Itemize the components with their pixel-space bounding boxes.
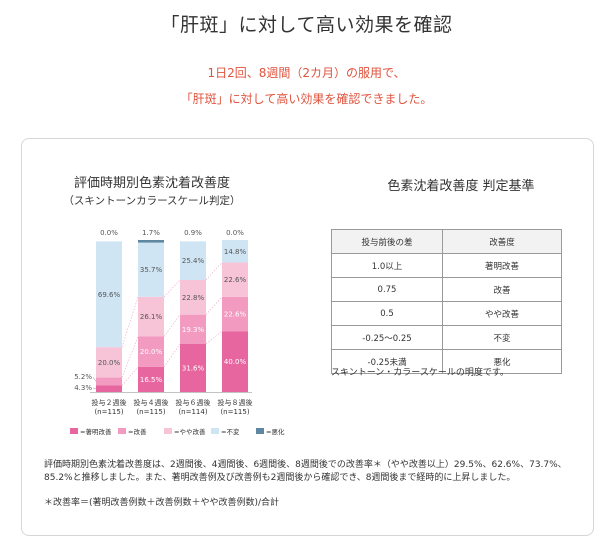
bar-segment (180, 279, 206, 315)
legend-label: =やや改善 (174, 427, 206, 436)
data-label: 16.5% (140, 376, 163, 384)
leader-line (92, 376, 97, 382)
criteria-title: 色素沈着改善度 判定基準 (387, 179, 535, 194)
legend-swatch (164, 428, 172, 434)
bar-segment (180, 314, 206, 344)
lead-text-line1: 1日2回、8週間（2カ月）の服用で、 (207, 66, 406, 80)
description-text: 評価時期別色素沈着改善度は、2週間後、4週間後、6週間後、8週間後での改善率＊（… (44, 460, 567, 483)
criteria-diff-cell: 1.0以上 (331, 253, 443, 278)
criteria-grade-cell: 悪化 (442, 349, 562, 374)
criteria-header-grade: 改善度 (442, 229, 562, 254)
criteria-diff-cell: -0.25未満 (331, 349, 443, 374)
bar-segment (138, 296, 164, 337)
bar-segment (222, 240, 248, 263)
data-label: 5.2% (74, 373, 92, 381)
criteria-grade-cell: 著明改善 (442, 253, 562, 278)
results-panel: 評価時期別色素沈着改善度 （スキントーンカラースケール判定） 4.3% 5.2% 2… (21, 138, 594, 536)
leader-line (92, 387, 97, 389)
category-label: 投与４週後 (134, 398, 169, 407)
chart-title: 評価時期別色素沈着改善度 (73, 176, 230, 191)
bar-segment (138, 242, 164, 297)
connector-line (205, 330, 223, 345)
data-label: 1.7% (142, 229, 160, 237)
bar-segment (222, 331, 248, 392)
bar-segment (180, 241, 206, 280)
legend-swatch (118, 428, 126, 434)
criteria-header-diff: 投与前後の差 (331, 229, 443, 254)
data-label: 19.3% (182, 326, 205, 334)
criteria-diff-cell: 0.5 (331, 301, 443, 326)
data-label: 0.0% (100, 229, 118, 237)
data-label: 40.0% (224, 358, 247, 366)
category-label: 投与６週後 (176, 398, 211, 407)
criteria-note: スキントーン・カラースケールの明度です。 (331, 368, 509, 378)
data-label: 25.4% (182, 257, 205, 265)
criteria-diff-cell: -0.25〜0.25 (331, 325, 443, 350)
connector-line (121, 296, 139, 348)
criteria-diff-cell: 0.75 (331, 277, 443, 302)
criteria-row: 0.75 改善 (331, 277, 562, 302)
connector-line (121, 366, 139, 386)
data-label: 35.7% (140, 266, 163, 274)
legend-swatch (70, 428, 78, 434)
bar-segment (96, 241, 122, 348)
bar-segment (222, 296, 248, 332)
criteria-header-row: 投与前後の差 改善度 (331, 229, 562, 254)
criteria-grade-cell: 改善 (442, 277, 562, 302)
category-n-label: (n=114) (178, 408, 207, 416)
category-label: 投与２週後 (92, 398, 127, 407)
category-label: 投与８週後 (218, 398, 253, 407)
data-label: 26.1% (140, 313, 163, 321)
connector-line (205, 296, 223, 315)
criteria-table: 投与前後の差 改善度 1.0以上 著明改善 0.75 改善 0.5 やや改善 -… (331, 229, 562, 374)
data-label: 22.8% (182, 294, 205, 302)
bar-segment (96, 385, 122, 392)
lead-text-line2: 「肝斑」に対して高い効果を確認できました。 (180, 92, 433, 106)
criteria-row: 0.5 やや改善 (331, 301, 562, 326)
connector-line (163, 343, 181, 368)
bar-segment (96, 377, 122, 386)
bar-segment (222, 262, 248, 297)
data-label: 69.6% (98, 291, 121, 299)
data-label: 4.3% (74, 384, 92, 392)
bar-segment (180, 343, 206, 392)
footnote-text: ＊改善率＝(著明改善例数＋改善例数＋やや改善例数)/合計 (44, 498, 280, 508)
connector-line (205, 262, 223, 281)
legend-swatch (211, 428, 219, 434)
category-n-label: (n=115) (136, 408, 165, 416)
data-label: 20.0% (140, 348, 163, 356)
data-label: 0.0% (226, 229, 244, 237)
connector-line (163, 314, 181, 337)
legend-label: =著明改善 (80, 427, 112, 436)
bar-segment (138, 240, 164, 243)
legend-label: =不変 (221, 427, 240, 436)
criteria-row: -0.25未満 悪化 (331, 349, 562, 374)
bar-segment (96, 347, 122, 378)
data-label: 22.6% (224, 276, 247, 284)
criteria-grade-cell: 不変 (442, 325, 562, 350)
category-n-label: (n=115) (220, 408, 249, 416)
data-label: 14.8% (224, 248, 247, 256)
chart-subtitle: （スキントーンカラースケール判定） (63, 195, 241, 207)
page-title: 「肝斑」に対して高い効果を確認 (160, 14, 453, 36)
bar-segment (138, 366, 164, 392)
criteria-grade-cell: やや改善 (442, 301, 562, 326)
data-label: 0.9% (184, 229, 202, 237)
legend-swatch (256, 428, 264, 434)
data-label: 22.6% (224, 311, 247, 319)
criteria-row: -0.25〜0.25 不変 (331, 325, 562, 350)
stacked-bar-chart: 4.3% 5.2% 20.0% 69.6% 0.0% 16.5% 20.0% 26.1% 35.… (70, 229, 285, 436)
data-label: 31.6% (182, 364, 205, 372)
connector-line (163, 279, 181, 298)
data-label: 20.0% (98, 359, 121, 367)
legend-label: =改善 (128, 427, 147, 436)
legend-label: =悪化 (266, 427, 285, 436)
bar-segment (138, 336, 164, 367)
connector-line (121, 336, 139, 378)
criteria-row: 1.0以上 著明改善 (331, 253, 562, 278)
category-n-label: (n=115) (94, 408, 123, 416)
